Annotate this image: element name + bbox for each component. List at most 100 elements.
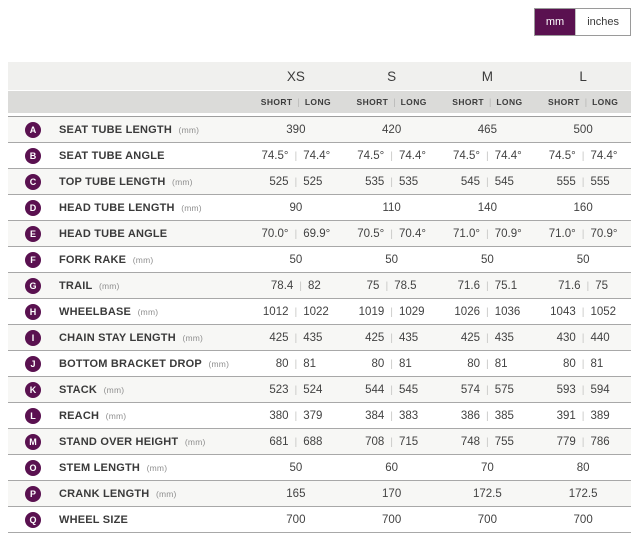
row-label: TRAIL (mm)	[59, 279, 120, 292]
value-divider: |	[486, 383, 489, 396]
row-unit-label: (mm)	[96, 280, 120, 291]
value-long: 1036	[494, 305, 521, 318]
value-short: 74.5°	[453, 149, 480, 162]
value-divider: |	[581, 409, 585, 422]
value-short: 425	[365, 331, 385, 344]
geometry-value-cell-xs: 425 | 435	[248, 332, 344, 344]
geometry-value-cell-s: 60	[344, 462, 440, 474]
geometry-value-cell-l: 71.0° | 70.9°	[535, 228, 631, 240]
geometry-value-cell-s: 75 | 78.5	[344, 280, 440, 292]
row-letter-badge: D	[25, 199, 41, 216]
row-unit-label: (mm)	[135, 306, 159, 317]
value-long: 435	[398, 331, 419, 344]
value-divider: |	[581, 175, 585, 188]
geometry-row-d: D HEAD TUBE LENGTH (mm) 90 110 140 160	[8, 195, 631, 221]
geometry-value-cell-l: 779 | 786	[535, 436, 631, 448]
size-header-row: XS S M L	[8, 62, 631, 90]
unit-toggle: mm inches	[533, 8, 631, 36]
value-short: 1019	[358, 305, 385, 318]
long-column-label: LONG	[496, 97, 523, 107]
value-short: 523	[269, 383, 289, 396]
value-divider: |	[486, 279, 489, 292]
geometry-value-cell-m: 1026 | 1036	[440, 306, 536, 318]
inches-toggle-button[interactable]: inches	[575, 9, 630, 35]
value-short: 50	[385, 253, 399, 266]
fit-subheader-s: SHORT | LONG	[344, 97, 440, 107]
value-divider: |	[294, 149, 298, 162]
value-short: 1012	[262, 305, 289, 318]
row-unit-label: (mm)	[169, 176, 193, 187]
row-label: STAND OVER HEIGHT (mm)	[59, 435, 206, 448]
value-short: 545	[460, 175, 480, 188]
value-divider: |	[581, 331, 585, 344]
row-letter-badge: B	[25, 147, 41, 164]
geometry-row-j: J BOTTOM BRACKET DROP (mm) 80 | 81 80 | 81 80 | 81…	[8, 351, 631, 377]
value-divider: |	[390, 409, 393, 422]
geometry-value-cell-l: 74.5° | 74.4°	[535, 150, 631, 162]
value-short: 50	[480, 253, 494, 266]
geometry-row-a: A SEAT TUBE LENGTH (mm) 390 420 465 500	[8, 117, 631, 143]
geometry-value-cell-xs: 380 | 379	[248, 410, 344, 422]
geometry-value-cell-l: 71.6 | 75	[535, 280, 631, 292]
value-short: 80	[576, 461, 590, 474]
value-short: 500	[573, 123, 593, 136]
row-letter-badge: H	[25, 303, 41, 320]
row-label: STACK (mm)	[59, 383, 125, 396]
geometry-value-cell-xs: 523 | 524	[248, 384, 344, 396]
row-label-cell: F FORK RAKE (mm)	[8, 251, 248, 268]
value-long: 74.4°	[590, 149, 618, 162]
row-label: SEAT TUBE LENGTH (mm)	[59, 123, 200, 136]
geometry-value-cell-s: 1019 | 1029	[344, 306, 440, 318]
value-short: 172.5	[472, 487, 502, 500]
value-long: 74.4°	[494, 149, 522, 162]
value-divider: |	[581, 227, 585, 240]
geometry-value-cell-s: 80 | 81	[344, 358, 440, 370]
value-short: 465	[477, 123, 497, 136]
geometry-value-cell-s: 50	[344, 254, 440, 266]
geometry-value-cell-xs: 681 | 688	[248, 436, 344, 448]
value-short: 574	[460, 383, 480, 396]
row-label-cell: K STACK (mm)	[8, 381, 248, 398]
value-divider: |	[294, 305, 298, 318]
row-label: FORK RAKE (mm)	[59, 253, 154, 266]
row-label-cell: P CRANK LENGTH (mm)	[8, 485, 248, 502]
long-column-label: LONG	[400, 97, 427, 107]
row-label-cell: I CHAIN STAY LENGTH (mm)	[8, 329, 248, 346]
geometry-rows: A SEAT TUBE LENGTH (mm) 390 420 465 500 B SEAT …	[8, 116, 631, 533]
row-letter-badge: F	[25, 251, 41, 268]
value-divider: |	[486, 435, 489, 448]
value-long: 70.9°	[590, 227, 618, 240]
value-short: 430	[556, 331, 576, 344]
row-unit-label: (mm)	[101, 384, 125, 395]
value-short: 700	[286, 513, 306, 526]
row-label-cell: O STEM LENGTH (mm)	[8, 459, 248, 476]
value-divider: |	[294, 409, 298, 422]
value-divider: |	[294, 357, 298, 370]
value-long: 379	[303, 409, 323, 422]
value-short: 384	[365, 409, 385, 422]
geometry-value-cell-m: 700	[440, 514, 536, 526]
row-letter-badge: E	[25, 225, 41, 242]
geometry-value-cell-l: 80 | 81	[535, 358, 631, 370]
row-label: HEAD TUBE LENGTH (mm)	[59, 201, 202, 214]
row-label: REACH (mm)	[59, 409, 127, 422]
geometry-row-l: L REACH (mm) 380 | 379 384 | 383 386 | 385 391 | 389	[8, 403, 631, 429]
value-short: 71.0°	[453, 227, 480, 240]
value-short: 425	[460, 331, 480, 344]
row-unit-label: (mm)	[153, 488, 177, 499]
value-long: 81	[590, 357, 604, 370]
column-divider: |	[584, 97, 588, 107]
row-label: CHAIN STAY LENGTH (mm)	[59, 331, 204, 344]
value-divider: |	[294, 175, 298, 188]
value-short: 71.6	[558, 279, 581, 292]
value-divider: |	[581, 357, 585, 370]
geometry-value-cell-xs: 165	[248, 488, 344, 500]
geometry-value-cell-l: 160	[535, 202, 631, 214]
value-short: 80	[467, 357, 480, 370]
mm-toggle-button[interactable]: mm	[534, 9, 576, 35]
geometry-value-cell-l: 1043 | 1052	[535, 306, 631, 318]
row-label-cell: B SEAT TUBE ANGLE	[8, 147, 248, 164]
geometry-value-cell-l: 700	[535, 514, 631, 526]
value-long: 524	[303, 383, 323, 396]
value-short: 544	[365, 383, 385, 396]
